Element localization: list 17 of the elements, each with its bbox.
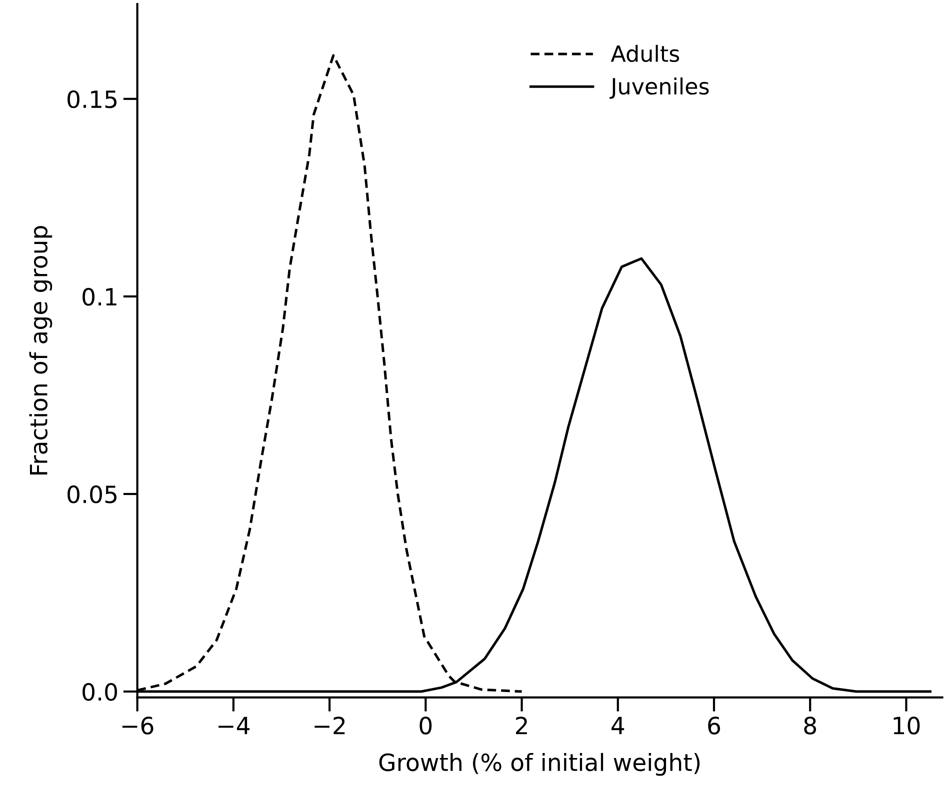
x-tick-label: 8 (804, 716, 816, 734)
y-tick-label: 0.15 (68, 90, 117, 108)
y-tick-label: 0.0 (82, 682, 117, 701)
x-tick-label: 0 (420, 716, 432, 734)
x-tick-label: −4 (218, 716, 250, 734)
y-tick-label: 0.05 (68, 485, 117, 504)
y-axis-title: Fraction of age group (29, 226, 52, 474)
x-tick-label: −6 (122, 716, 154, 734)
x-tick-label: 2 (516, 716, 527, 734)
x-tick-label: −2 (314, 716, 345, 734)
x-tick-label: 10 (894, 716, 920, 734)
x-tick-label: 4 (612, 716, 624, 734)
x-axis-title: Growth (% of initial weight) (379, 752, 700, 776)
y-tick-label: 0.1 (82, 288, 116, 306)
legend-label: Juveniles (610, 77, 709, 99)
legend-label: Adults (610, 44, 680, 62)
x-tick-label: 6 (708, 716, 720, 734)
